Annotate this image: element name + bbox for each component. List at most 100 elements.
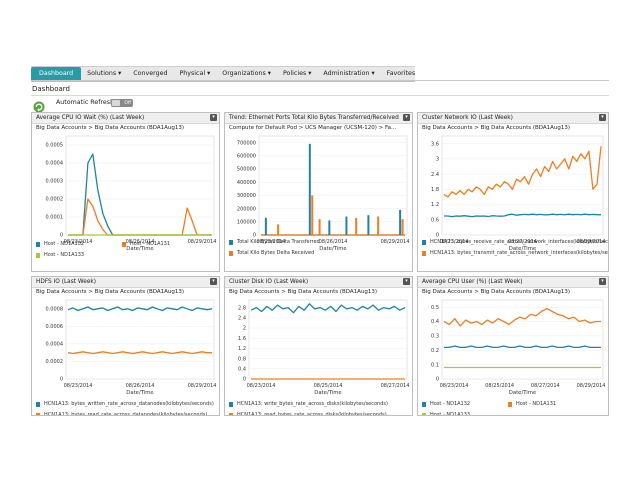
- panel-breadcrumb: Big Data Accounts > Big Data Accounts (B…: [422, 125, 571, 131]
- series-line: [444, 345, 601, 349]
- legend-item[interactable]: Host - ND1A131: [508, 401, 578, 407]
- legend-label: Host - ND1A132: [430, 401, 471, 407]
- legend-label: Total Kilo Bytes Delta Received: [237, 250, 315, 256]
- legend-label: HCN1A13: bytes_written_rate_across_datan…: [44, 401, 214, 407]
- chart-legend: HCN1A13: write_bytes_rate_across_disks(k…: [229, 401, 412, 415]
- legend-item[interactable]: HCN1A13: write_bytes_rate_across_disks(k…: [229, 401, 388, 407]
- legend-item[interactable]: Host - ND1A132: [36, 241, 106, 247]
- panel-menu-icon[interactable]: ▾: [403, 114, 410, 121]
- y-tick-label: 1.6: [238, 336, 246, 342]
- chart-ethernet-trend: 0 100000 200000 300000 400000 500000 600000 700…: [237, 135, 409, 252]
- legend-label: HCN1A13: bytes_transmit_rate_across_netw…: [430, 250, 609, 256]
- legend-swatch: [36, 252, 40, 258]
- y-tick-label: 0: [243, 377, 246, 383]
- nav-menu-administration[interactable]: Administration ▾: [323, 70, 375, 77]
- legend-item[interactable]: HCN1A13: bytes_transmit_rate_across_netw…: [422, 250, 609, 256]
- x-tick-label: 08/29/2014: [577, 239, 606, 245]
- legend-swatch: [422, 412, 426, 415]
- legend-item[interactable]: Host - ND1A133: [36, 252, 106, 258]
- nav-tab-favorites[interactable]: Favorites: [386, 70, 416, 77]
- x-tick-label: 08/29/2014: [188, 383, 217, 389]
- nav-menu-solutions[interactable]: Solutions ▾: [87, 70, 122, 77]
- legend-swatch: [229, 412, 233, 415]
- legend-swatch: [229, 250, 233, 256]
- main-nav-bar: Dashboard Solutions ▾ Converged Physical…: [31, 66, 415, 82]
- y-tick-label: 0: [436, 233, 439, 239]
- x-axis-label: Date/Time: [126, 390, 153, 396]
- y-tick-label: 3.6: [431, 141, 439, 147]
- panel-title: Average CPU IO Wait (%) (Last Week): [36, 115, 145, 121]
- y-tick-label: 0.0006: [46, 324, 64, 330]
- y-tick-label: 600000: [237, 154, 256, 160]
- panel-breadcrumb: Big Data Accounts > Big Data Accounts (B…: [36, 289, 185, 295]
- legend-item[interactable]: HCN1A13: bytes_read_rate_across_datanode…: [36, 412, 207, 415]
- plot-area: [441, 135, 604, 236]
- legend-swatch: [229, 401, 233, 407]
- panel-menu-icon[interactable]: ▾: [599, 114, 606, 121]
- title-divider: [31, 95, 609, 96]
- y-tick-label: 3: [436, 157, 439, 163]
- legend-item[interactable]: Total Kilo Bytes Delta Transferred: [229, 239, 320, 245]
- panel-cpu-io-wait: Average CPU IO Wait (%) (Last Week) ▾ Big…: [31, 112, 220, 272]
- legend-swatch: [422, 239, 426, 245]
- legend-label: Host - ND1A131: [130, 241, 171, 247]
- x-tick-label: 08/26/2014: [319, 239, 348, 245]
- x-tick-label: 08/26/2014: [126, 239, 155, 245]
- series-line: [67, 306, 213, 312]
- x-axis-label: Date/Time: [509, 390, 536, 396]
- x-tick-label: 08/27/2014: [381, 383, 410, 389]
- panel-title: Cluster Network IO (Last Week): [422, 115, 513, 121]
- toggle-state-label: Off: [124, 100, 131, 106]
- x-tick-label: 08/26/2014: [126, 383, 155, 389]
- panel-breadcrumb: Big Data Accounts > Big Data Accounts (B…: [229, 289, 378, 295]
- y-tick-label: 0: [60, 377, 63, 383]
- chart-cpu-io-wait: 0 0.0001 0.0002 0.0003 0.0004 0.0005 08/23/201…: [46, 135, 217, 252]
- legend-item[interactable]: Host - ND1A133: [422, 412, 492, 415]
- legend-item[interactable]: HCN1A13: bytes_written_rate_across_datan…: [36, 401, 214, 407]
- y-tick-label: 0: [60, 233, 63, 239]
- y-tick-label: 0: [253, 233, 256, 239]
- legend-swatch: [508, 401, 512, 407]
- legend-swatch: [36, 241, 40, 247]
- legend-item[interactable]: Total Kilo Bytes Delta Received: [229, 250, 314, 256]
- y-tick-label: 2.8: [238, 305, 246, 311]
- legend-item[interactable]: Host - ND1A131: [122, 241, 192, 247]
- panel-cluster-disk-io: Cluster Disk IO (Last Week) ▾ Big Data Ac…: [224, 276, 413, 416]
- y-tick-label: 0.1: [431, 362, 439, 368]
- chart-legend: HCN1A13: bytes_written_rate_across_datan…: [36, 401, 219, 415]
- y-tick-label: 2: [243, 326, 246, 332]
- y-tick-label: 0.5: [431, 305, 439, 311]
- legend-item[interactable]: HCN1A13: bytes_receive_rate_across_netwo…: [422, 239, 608, 245]
- nav-menu-physical[interactable]: Physical ▾: [179, 70, 211, 77]
- legend-label: Host - ND1A131: [516, 401, 557, 407]
- panel-menu-icon[interactable]: ▾: [403, 278, 410, 285]
- x-tick-label: 08/23/2014: [440, 239, 469, 245]
- legend-item[interactable]: Host - ND1A132: [422, 401, 492, 407]
- series-line: [68, 153, 212, 236]
- y-tick-label: 1.8: [431, 187, 439, 193]
- y-tick-label: 0.0004: [46, 161, 64, 167]
- x-tick-label: 08/25/2014: [314, 383, 343, 389]
- chart-hdfs-io: 0 0.0002 0.0004 0.0006 0.0008 08/23/2014 08/26…: [46, 299, 217, 396]
- refresh-icon[interactable]: [33, 98, 45, 117]
- x-tick-label: 08/29/2014: [188, 239, 217, 245]
- panel-title: HDFS IO (Last Week): [36, 279, 97, 285]
- y-tick-label: 100000: [237, 220, 256, 226]
- y-tick-label: 0.2: [431, 348, 439, 354]
- automatic-refresh-toggle[interactable]: Off: [111, 99, 133, 107]
- legend-item[interactable]: HCN1A13: read_bytes_rate_across_disks(ki…: [229, 412, 387, 415]
- nav-menu-organizations[interactable]: Organizations ▾: [222, 70, 271, 77]
- nav-tab-dashboard[interactable]: Dashboard: [31, 67, 82, 81]
- panel-menu-icon[interactable]: ▾: [210, 278, 217, 285]
- x-tick-label: 08/23/2014: [257, 239, 286, 245]
- panel-menu-icon[interactable]: ▾: [599, 278, 606, 285]
- y-tick-label: 0.0004: [46, 342, 64, 348]
- plot-area: [65, 299, 215, 380]
- panel-menu-icon[interactable]: ▾: [210, 114, 217, 121]
- panel-title: Cluster Disk IO (Last Week): [229, 279, 309, 285]
- nav-tab-converged[interactable]: Converged: [133, 70, 168, 77]
- x-axis-label: Date/Time: [126, 246, 153, 252]
- nav-menu-policies[interactable]: Policies ▾: [282, 70, 312, 77]
- legend-label: HCN1A13: write_bytes_rate_across_disks(k…: [237, 401, 388, 407]
- x-tick-label: 08/23/2014: [247, 383, 276, 389]
